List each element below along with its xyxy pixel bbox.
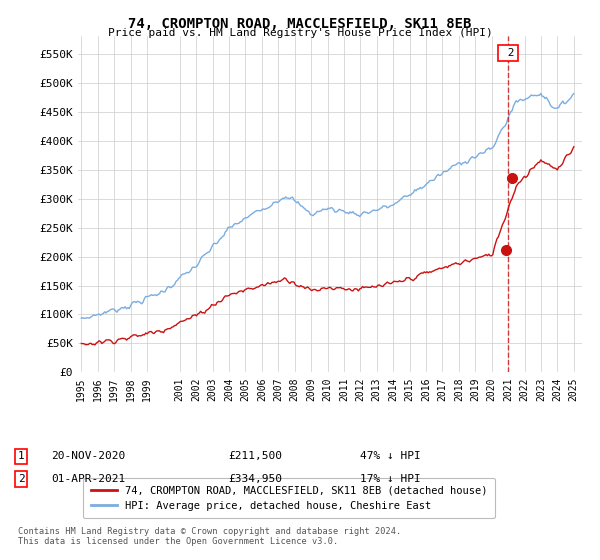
Text: 17% ↓ HPI: 17% ↓ HPI	[360, 474, 421, 484]
Text: 01-APR-2021: 01-APR-2021	[51, 474, 125, 484]
Text: 74, CROMPTON ROAD, MACCLESFIELD, SK11 8EB: 74, CROMPTON ROAD, MACCLESFIELD, SK11 8E…	[128, 17, 472, 31]
Text: £211,500: £211,500	[228, 451, 282, 461]
Text: £334,950: £334,950	[228, 474, 282, 484]
Text: 1: 1	[17, 451, 25, 461]
Text: 2: 2	[502, 48, 515, 58]
Text: 2: 2	[17, 474, 25, 484]
Text: Price paid vs. HM Land Registry's House Price Index (HPI): Price paid vs. HM Land Registry's House …	[107, 28, 493, 38]
Text: 20-NOV-2020: 20-NOV-2020	[51, 451, 125, 461]
Legend: 74, CROMPTON ROAD, MACCLESFIELD, SK11 8EB (detached house), HPI: Average price, : 74, CROMPTON ROAD, MACCLESFIELD, SK11 8E…	[83, 478, 494, 518]
Text: Contains HM Land Registry data © Crown copyright and database right 2024.
This d: Contains HM Land Registry data © Crown c…	[18, 526, 401, 546]
Text: 47% ↓ HPI: 47% ↓ HPI	[360, 451, 421, 461]
